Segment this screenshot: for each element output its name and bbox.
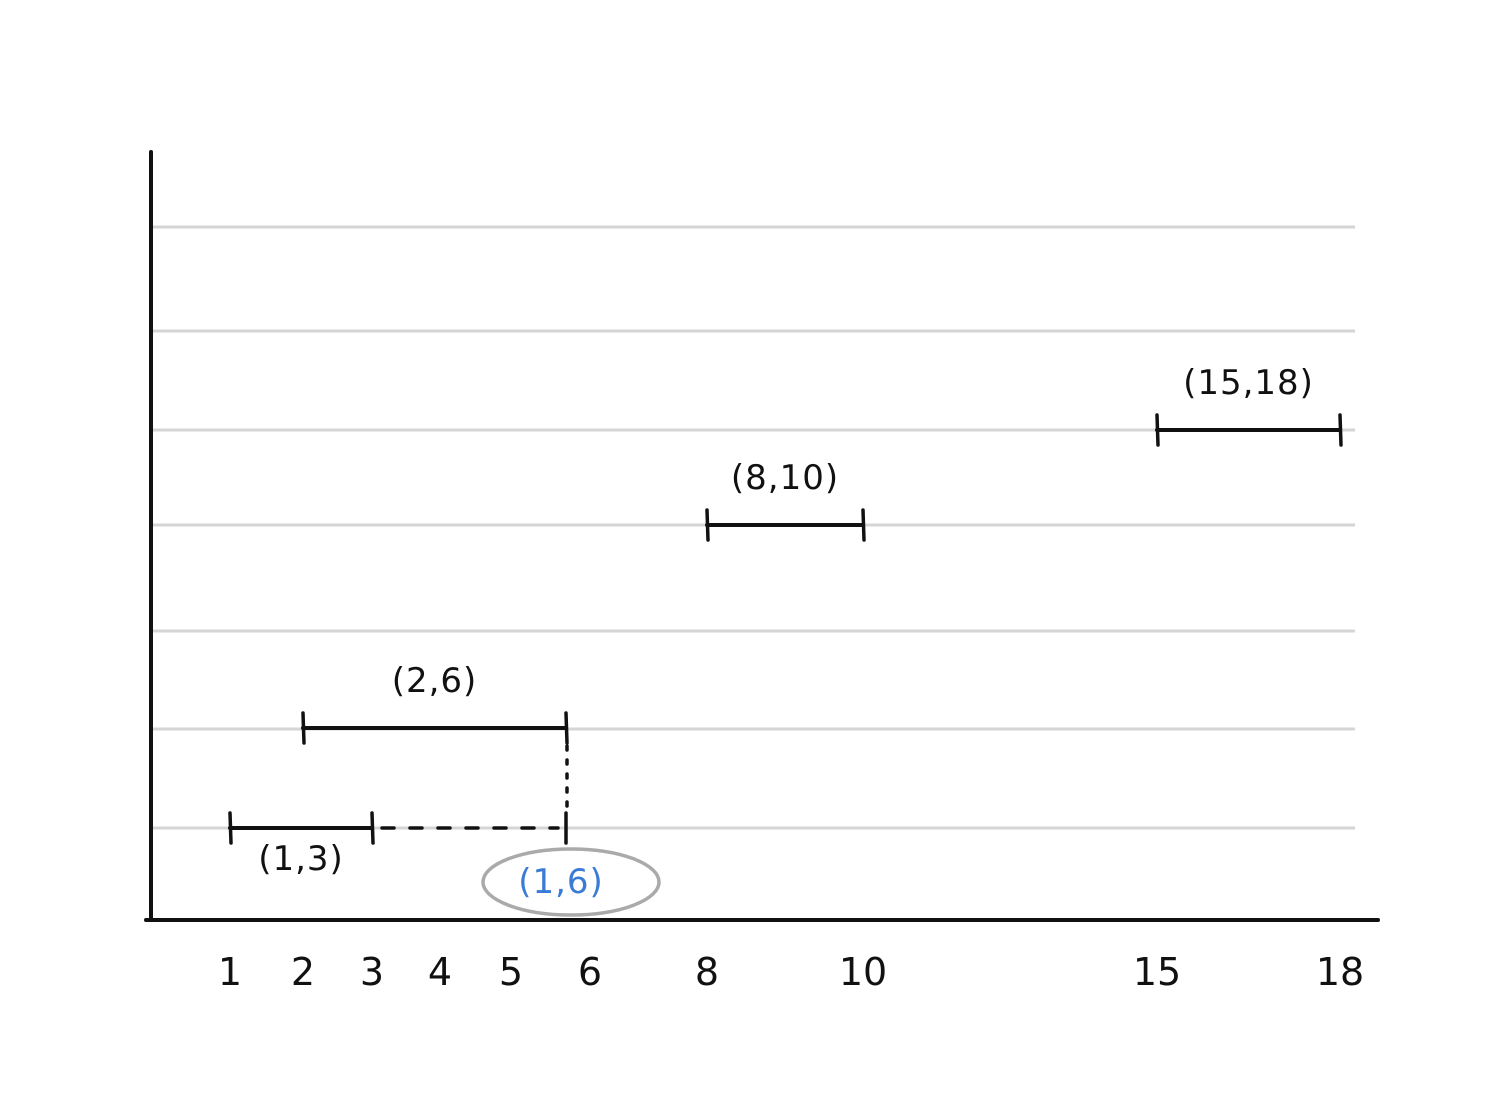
x-tick-label: 1 (218, 950, 242, 994)
merged-interval: (1,6) (380, 744, 661, 917)
x-tick-label: 4 (428, 950, 452, 994)
interval-start-cap (301, 711, 306, 745)
merged-result-label: (1,6) (518, 862, 604, 902)
x-tick-label: 2 (291, 950, 315, 994)
interval-start-cap (705, 508, 710, 542)
interval-start-cap (1155, 413, 1160, 447)
interval-label: (15,18) (1183, 363, 1314, 403)
x-tick-label: 15 (1133, 950, 1181, 994)
interval-end-cap (370, 811, 375, 845)
interval-end-cap (861, 508, 866, 542)
intervals: (1,3) (2,6) (8,10) (15,18) (228, 363, 1343, 879)
interval-label: (8,10) (731, 458, 839, 498)
interval-label: (1,3) (258, 839, 344, 879)
interval-end-cap (1338, 413, 1343, 447)
x-tick-label: 8 (695, 950, 719, 994)
x-tick-label: 18 (1316, 950, 1364, 994)
x-tick-label: 3 (360, 950, 384, 994)
x-tick-label: 10 (839, 950, 887, 994)
interval-label: (2,6) (392, 661, 478, 701)
gridlines (149, 225, 1355, 830)
x-tick-label: 6 (578, 950, 602, 994)
interval-start-cap (228, 811, 233, 845)
merged-result-circle (481, 847, 661, 917)
x-tick-label: 5 (499, 950, 523, 994)
interval-end-cap (564, 711, 569, 745)
x-axis-tick-labels: 1 2 3 4 5 6 8 10 15 18 (218, 950, 1364, 994)
